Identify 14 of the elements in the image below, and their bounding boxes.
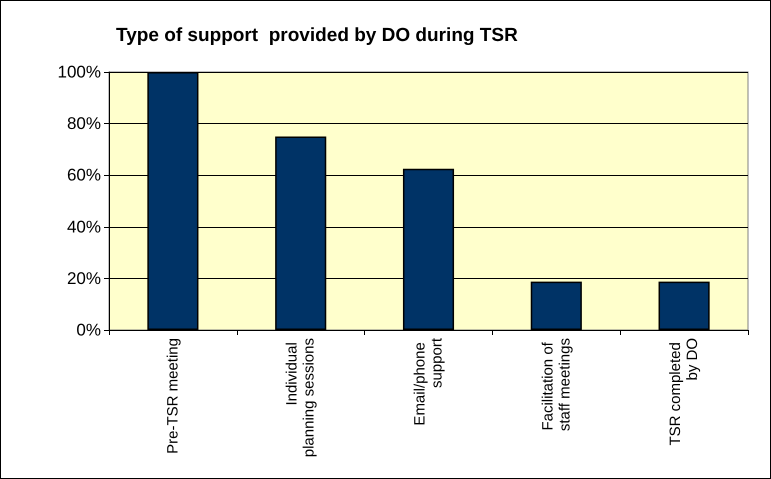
y-tick-label: 100% bbox=[58, 62, 101, 82]
x-tick-label: TSR completed by DO bbox=[667, 338, 702, 446]
y-tick-label: 20% bbox=[66, 268, 101, 288]
bar bbox=[658, 282, 710, 330]
x-tick-label: Facilitation of staff meetings bbox=[539, 338, 574, 432]
x-tick-label: Email/phone support bbox=[412, 337, 446, 426]
y-tick-label: 80% bbox=[66, 114, 101, 134]
y-tick-label: 40% bbox=[66, 217, 101, 236]
chart-title: Type of support provided by DO during TSR bbox=[116, 25, 518, 46]
x-tick-label: Pre-TSR meeting bbox=[164, 338, 182, 454]
y-tick-label: 60% bbox=[66, 166, 101, 185]
y-tick-label: 0% bbox=[76, 320, 101, 340]
bar bbox=[530, 282, 582, 330]
x-tick-label: Individual planning sessions bbox=[284, 338, 318, 458]
